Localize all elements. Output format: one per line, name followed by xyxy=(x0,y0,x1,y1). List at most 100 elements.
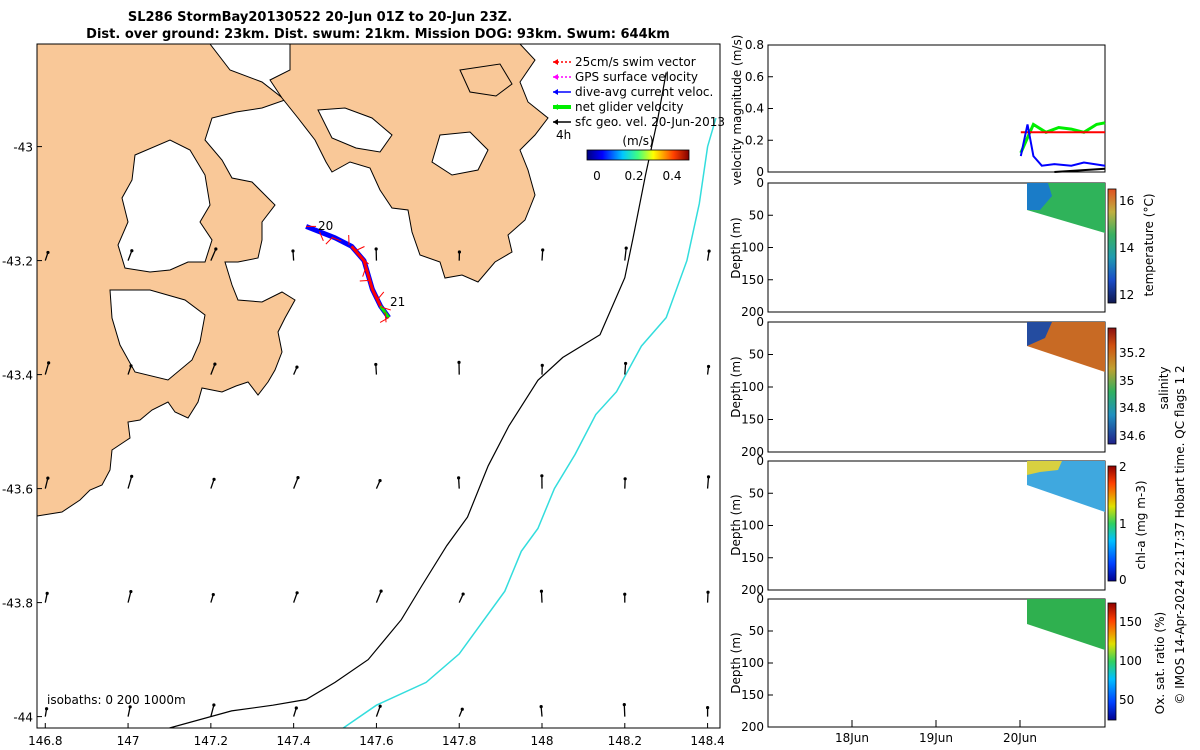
chla-colorbar xyxy=(1107,465,1117,582)
geo-vector xyxy=(210,704,215,717)
geo-vector-head xyxy=(541,248,545,252)
chla-section-high xyxy=(1027,461,1062,475)
map-xtick-label: 148 xyxy=(531,734,554,748)
colorbar-tick-2: 0.4 xyxy=(662,169,681,183)
right-panels: 0 0.2 0.4 0.6 0.8 velocity magnitude (m/s) 0… xyxy=(729,35,1187,745)
geo-vector xyxy=(540,706,543,717)
temperature-cbar-label: temperature (°C) xyxy=(1142,194,1156,297)
geo-vector-head xyxy=(291,249,295,253)
velocity-series-line xyxy=(1054,167,1106,173)
swim-vector xyxy=(359,279,370,282)
geo-vector-head xyxy=(457,250,461,254)
geo-vector-head xyxy=(295,591,299,595)
geo-vector xyxy=(457,477,460,489)
swim-vector xyxy=(331,237,342,242)
geo-vector-head xyxy=(623,592,627,596)
depth-tick-label: 50 xyxy=(749,208,764,222)
map-ytick-label: -43 xyxy=(13,141,33,155)
velocity-series-line xyxy=(1019,124,1106,167)
title-line-1: SL286 StormBay20130522 20-Jun 01Z to 20-… xyxy=(128,10,512,25)
depth-tick-label: 100 xyxy=(741,241,764,255)
land-masses xyxy=(37,44,549,517)
salinity-tick-35-2: 35.2 xyxy=(1119,346,1146,360)
geo-vector xyxy=(624,248,627,261)
net-velocity-track xyxy=(379,305,391,319)
geo-vector xyxy=(127,706,131,717)
chla-tick-1: 1 xyxy=(1119,517,1127,531)
geo-vector xyxy=(540,591,543,603)
time-tick-18jun: 18Jun xyxy=(835,731,869,745)
salinity-tick-35: 35 xyxy=(1119,374,1134,388)
legend-label: dive-avg current veloc. xyxy=(575,85,713,99)
geo-vector-head xyxy=(706,706,710,710)
depth-tick-label: 0 xyxy=(756,592,764,606)
west-bay xyxy=(117,139,213,273)
island xyxy=(459,63,513,97)
legend-label: GPS surface velocity xyxy=(575,70,698,84)
time-tick-19jun: 19Jun xyxy=(919,731,953,745)
map-xtick-label: 147 xyxy=(117,734,140,748)
geo-vector-head xyxy=(46,476,50,480)
depth-tick-label: 200 xyxy=(741,720,764,734)
geo-vector xyxy=(210,479,215,489)
geo-vector-head xyxy=(129,364,133,368)
swim-vector xyxy=(379,317,390,323)
geo-vector-head xyxy=(378,478,382,483)
swim-vector xyxy=(325,236,334,245)
map-frame xyxy=(36,43,721,729)
geo-vector-head xyxy=(46,250,50,255)
salinity-tick-34-6: 34.6 xyxy=(1119,429,1146,443)
swim-vector xyxy=(384,312,387,323)
legend-label: 25cm/s swim vector xyxy=(575,55,696,69)
velocity-panel xyxy=(767,44,1106,173)
oxygen-colorbar xyxy=(1107,602,1117,721)
depth-tick-label: 100 xyxy=(741,380,764,394)
velocity-series xyxy=(1019,121,1106,173)
map-axis-ticks: 146.8 147 147.2 147.4 147.6 147.8 148 148.2 148.… xyxy=(2,141,725,748)
depth-tick-label: 0 xyxy=(756,454,764,468)
map-xtick-label: 147.8 xyxy=(442,734,476,748)
swim-vector xyxy=(318,231,324,242)
geo-vector xyxy=(541,249,544,261)
oxygen-tick-150: 150 xyxy=(1119,615,1142,629)
colorbar-tick-1: 0.2 xyxy=(624,169,643,183)
geo-vector-head xyxy=(378,704,382,708)
oxygen-section xyxy=(1027,599,1105,650)
temperature-tick-14: 14 xyxy=(1119,241,1134,255)
legend-scale-label: 4h xyxy=(556,128,571,142)
geo-vector-head xyxy=(295,365,299,369)
geo-vector xyxy=(127,591,132,603)
colorbar-unit: (m/s) xyxy=(622,134,653,148)
swim-vector xyxy=(381,306,391,311)
depth-tick-label: 200 xyxy=(741,583,764,597)
west-landmass xyxy=(37,44,296,517)
geo-vector-head xyxy=(461,592,465,596)
geo-vector-head xyxy=(457,360,461,365)
geo-vector-head xyxy=(213,362,217,366)
legend-arrowhead xyxy=(553,119,558,125)
swim-vector xyxy=(362,267,367,277)
velocity-tick-label: 0.2 xyxy=(745,133,764,147)
isobath-1000m xyxy=(341,117,717,728)
speed-colorbar: (m/s) 0 0.2 0.4 xyxy=(586,134,690,183)
depth-tick-label: 0 xyxy=(756,176,764,190)
geo-vector-head xyxy=(624,361,628,366)
geo-vector xyxy=(293,592,298,603)
geo-vector-head xyxy=(212,703,216,707)
map-xtick-label: 147.6 xyxy=(359,734,393,748)
isobaths-label: isobaths: 0 200 1000m xyxy=(47,693,186,707)
geo-vector xyxy=(293,477,299,489)
legend-arrowhead xyxy=(553,104,558,110)
geo-vector-head xyxy=(540,474,544,478)
geo-vector-head xyxy=(379,589,383,593)
legend-label: sfc geo. vel. 20-Jun-2013 xyxy=(575,115,725,129)
map-xtick-label: 147.4 xyxy=(276,734,310,748)
depth-tick-label: 150 xyxy=(741,688,764,702)
geo-vector xyxy=(375,590,382,603)
west-inlet xyxy=(109,289,206,381)
geo-vector xyxy=(210,248,217,261)
depth-tick-label: 150 xyxy=(741,273,764,287)
velocity-tick-label: 0.6 xyxy=(745,70,764,84)
geo-vector xyxy=(210,363,216,375)
north-inlet xyxy=(317,107,393,153)
